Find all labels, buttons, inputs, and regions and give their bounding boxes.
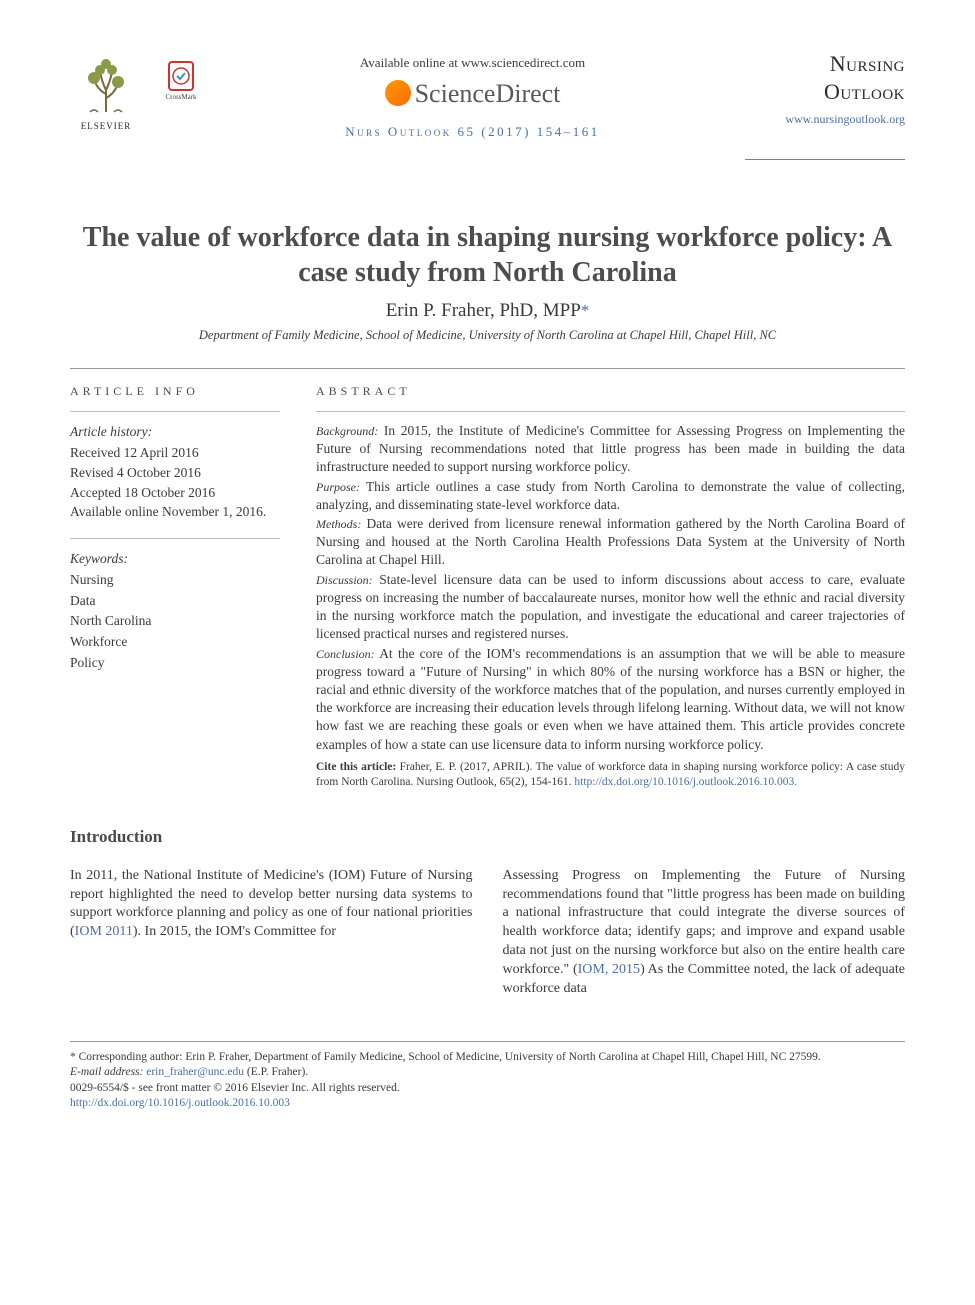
title-block: The value of workforce data in shaping n… — [70, 220, 905, 344]
elsevier-logo[interactable]: ELSEVIER — [70, 50, 142, 132]
info-abstract-row: article info Article history: Received 1… — [70, 368, 905, 790]
abstract-body: Background: In 2015, the Institute of Me… — [316, 411, 905, 790]
abstract-text: State-level licensure data can be used t… — [316, 572, 905, 642]
abstract-section: Purpose: This article outlines a case st… — [316, 478, 905, 514]
email-line: E-mail address: erin_fraher@unc.edu (E.P… — [70, 1065, 905, 1081]
accepted-date: Accepted 18 October 2016 — [70, 483, 280, 503]
keyword: Data — [70, 591, 280, 611]
abstract-column: abstract Background: In 2015, the Instit… — [316, 383, 905, 790]
author-name: Erin P. Fraher, PhD, MPP — [386, 300, 581, 321]
corresponding-asterisk: * — [581, 301, 590, 320]
journal-name: Nursing Outlook — [745, 50, 905, 105]
elsevier-tree-icon — [74, 54, 138, 118]
keywords-block: Keywords: Nursing Data North Carolina Wo… — [70, 538, 280, 672]
sciencedirect-text: ScienceDirect — [415, 76, 561, 111]
corresponding-label: * Corresponding author: — [70, 1051, 182, 1063]
abstract-section: Methods: Data were derived from licensur… — [316, 515, 905, 570]
sciencedirect-icon — [385, 80, 411, 106]
revised-date: Revised 4 October 2016 — [70, 463, 280, 483]
article-history-block: Article history: Received 12 April 2016 … — [70, 411, 280, 522]
introduction-heading: Introduction — [70, 826, 905, 849]
intro-text: ). In 2015, the IOM's Committee for — [133, 924, 336, 939]
issn-copyright: 0029-6554/$ - see front matter © 2016 El… — [70, 1081, 905, 1097]
available-online-text: Available online at www.sciencedirect.co… — [200, 54, 745, 72]
email-label: E-mail address: — [70, 1066, 143, 1078]
doi-link[interactable]: http://dx.doi.org/10.1016/j.outlook.2016… — [70, 1097, 290, 1109]
abstract-text: In 2015, the Institute of Medicine's Com… — [316, 423, 905, 474]
citation-link[interactable]: IOM 2011 — [75, 924, 133, 939]
corresponding-author-note: * Corresponding author: Erin P. Fraher, … — [70, 1050, 905, 1066]
abstract-section: Background: In 2015, the Institute of Me… — [316, 422, 905, 477]
abstract-label: Conclusion: — [316, 647, 375, 661]
body-column-right: Assessing Progress on Implementing the F… — [503, 867, 906, 999]
citation-line: Nurs Outlook 65 (2017) 154–161 — [200, 123, 745, 141]
header-right: Nursing Outlook www.nursingoutlook.org — [745, 50, 905, 160]
article-info-column: article info Article history: Received 1… — [70, 383, 280, 790]
keyword-list: Nursing Data North Carolina Workforce Po… — [70, 570, 280, 672]
cite-this-article: Cite this article: Fraher, E. P. (2017, … — [316, 760, 905, 790]
body-column-left: In 2011, the National Institute of Medic… — [70, 867, 473, 999]
crossmark-icon — [172, 67, 190, 85]
header-center: Available online at www.sciencedirect.co… — [200, 50, 745, 140]
abstract-text: Data were derived from licensure renewal… — [316, 516, 905, 567]
keywords-label: Keywords: — [70, 549, 280, 569]
journal-name-line1: Nursing — [830, 51, 905, 76]
abstract-text: At the core of the IOM's recommendations… — [316, 646, 905, 752]
footnotes: * Corresponding author: Erin P. Fraher, … — [70, 1041, 905, 1112]
email-suffix: (E.P. Fraher). — [247, 1066, 308, 1078]
article-title: The value of workforce data in shaping n… — [70, 220, 905, 290]
online-date: Available online November 1, 2016. — [70, 502, 280, 522]
header-left: ELSEVIER CrossMark — [70, 50, 200, 132]
journal-header: ELSEVIER CrossMark Available online at w… — [70, 50, 905, 160]
intro-text: Assessing Progress on Implementing the F… — [503, 868, 906, 977]
cite-prefix: Cite this article: — [316, 761, 396, 773]
elsevier-label: ELSEVIER — [81, 120, 132, 132]
abstract-label: Methods: — [316, 517, 361, 531]
intro-paragraph: In 2011, the National Institute of Medic… — [70, 867, 473, 943]
citation-link[interactable]: IOM, 2015 — [578, 962, 640, 977]
keyword: Workforce — [70, 632, 280, 652]
email-link[interactable]: erin_fraher@unc.edu — [146, 1066, 244, 1078]
abstract-label: Background: — [316, 424, 378, 438]
cite-doi-link[interactable]: http://dx.doi.org/10.1016/j.outlook.2016… — [574, 776, 797, 788]
keyword: North Carolina — [70, 611, 280, 631]
keyword: Policy — [70, 653, 280, 673]
received-date: Received 12 April 2016 — [70, 443, 280, 463]
crossmark-badge[interactable]: CrossMark — [162, 50, 200, 102]
abstract-section: Discussion: State-level licensure data c… — [316, 571, 905, 644]
article-info-heading: article info — [70, 383, 280, 399]
corresponding-text: Erin P. Fraher, Department of Family Med… — [185, 1051, 820, 1063]
author-line: Erin P. Fraher, PhD, MPP* — [70, 298, 905, 324]
sciencedirect-logo[interactable]: ScienceDirect — [200, 76, 745, 111]
affiliation: Department of Family Medicine, School of… — [70, 327, 905, 344]
abstract-heading: abstract — [316, 383, 905, 399]
journal-name-line2: Outlook — [824, 79, 905, 104]
keyword: Nursing — [70, 570, 280, 590]
journal-url-link[interactable]: www.nursingoutlook.org — [785, 112, 905, 126]
abstract-label: Purpose: — [316, 480, 360, 494]
crossmark-label: CrossMark — [165, 93, 196, 102]
abstract-text: This article outlines a case study from … — [316, 479, 905, 512]
abstract-label: Discussion: — [316, 573, 373, 587]
intro-paragraph: Assessing Progress on Implementing the F… — [503, 867, 906, 999]
body-columns: In 2011, the National Institute of Medic… — [70, 867, 905, 999]
history-label: Article history: — [70, 422, 280, 442]
abstract-section: Conclusion: At the core of the IOM's rec… — [316, 645, 905, 754]
